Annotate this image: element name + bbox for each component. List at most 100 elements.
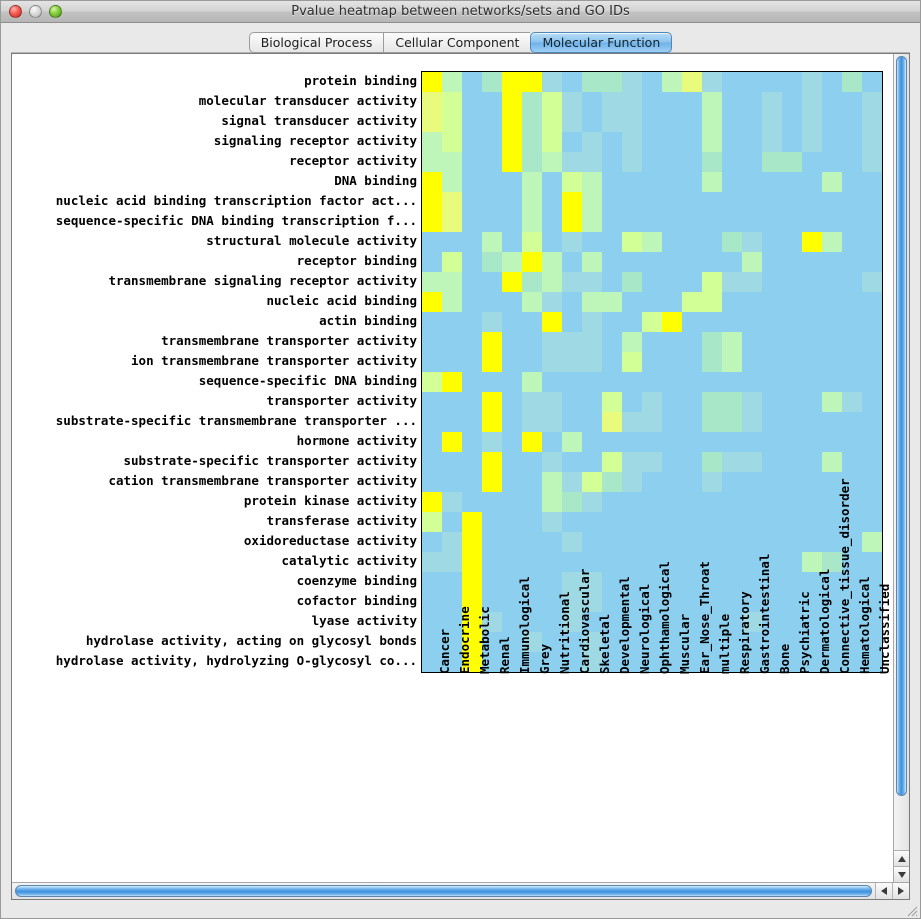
heatmap-cell[interactable] <box>542 532 562 552</box>
heatmap-cell[interactable] <box>562 152 582 172</box>
heatmap-cell[interactable] <box>702 352 722 372</box>
heatmap-cell[interactable] <box>842 452 862 472</box>
heatmap-cell[interactable] <box>422 352 442 372</box>
heatmap-cell[interactable] <box>862 172 882 192</box>
heatmap-cell[interactable] <box>702 412 722 432</box>
heatmap-cell[interactable] <box>782 352 802 372</box>
heatmap-cell[interactable] <box>422 232 442 252</box>
heatmap-cell[interactable] <box>422 532 442 552</box>
heatmap-grid[interactable] <box>421 71 883 673</box>
heatmap-cell[interactable] <box>722 532 742 552</box>
heatmap-cell[interactable] <box>462 372 482 392</box>
heatmap-cell[interactable] <box>522 312 542 332</box>
heatmap-cell[interactable] <box>542 612 562 632</box>
heatmap-cell[interactable] <box>502 272 522 292</box>
heatmap-cell[interactable] <box>762 292 782 312</box>
heatmap-cell[interactable] <box>762 532 782 552</box>
heatmap-cell[interactable] <box>502 632 522 652</box>
heatmap-cell[interactable] <box>442 272 462 292</box>
heatmap-cell[interactable] <box>702 532 722 552</box>
heatmap-cell[interactable] <box>742 292 762 312</box>
heatmap-cell[interactable] <box>542 652 562 672</box>
heatmap-cell[interactable] <box>602 612 622 632</box>
heatmap-cell[interactable] <box>442 152 462 172</box>
heatmap-cell[interactable] <box>422 412 442 432</box>
heatmap-cell[interactable] <box>442 352 462 372</box>
heatmap-cell[interactable] <box>822 192 842 212</box>
heatmap-cell[interactable] <box>722 612 742 632</box>
heatmap-cell[interactable] <box>562 452 582 472</box>
heatmap-cell[interactable] <box>822 352 842 372</box>
heatmap-cell[interactable] <box>722 352 742 372</box>
heatmap-cell[interactable] <box>602 652 622 672</box>
heatmap-cell[interactable] <box>862 472 882 492</box>
heatmap-cell[interactable] <box>562 352 582 372</box>
heatmap-cell[interactable] <box>702 312 722 332</box>
heatmap-cell[interactable] <box>742 172 762 192</box>
heatmap-cell[interactable] <box>702 152 722 172</box>
heatmap-cell[interactable] <box>502 352 522 372</box>
heatmap-cell[interactable] <box>662 332 682 352</box>
heatmap-cell[interactable] <box>702 172 722 192</box>
heatmap-cell[interactable] <box>682 192 702 212</box>
heatmap-cell[interactable] <box>442 332 462 352</box>
heatmap-cell[interactable] <box>682 252 702 272</box>
heatmap-cell[interactable] <box>662 512 682 532</box>
heatmap-cell[interactable] <box>682 312 702 332</box>
heatmap-cell[interactable] <box>582 132 602 152</box>
heatmap-cell[interactable] <box>462 192 482 212</box>
heatmap-cell[interactable] <box>762 372 782 392</box>
heatmap-cell[interactable] <box>762 152 782 172</box>
heatmap-cell[interactable] <box>482 72 502 92</box>
heatmap-cell[interactable] <box>742 552 762 572</box>
heatmap-cell[interactable] <box>682 472 702 492</box>
heatmap-cell[interactable] <box>542 492 562 512</box>
heatmap-cell[interactable] <box>722 372 742 392</box>
heatmap-cell[interactable] <box>462 572 482 592</box>
heatmap-cell[interactable] <box>522 592 542 612</box>
heatmap-cell[interactable] <box>742 452 762 472</box>
heatmap-cell[interactable] <box>462 412 482 432</box>
heatmap-cell[interactable] <box>842 112 862 132</box>
heatmap-cell[interactable] <box>582 572 602 592</box>
heatmap-cell[interactable] <box>482 512 502 532</box>
heatmap-cell[interactable] <box>782 392 802 412</box>
heatmap-cell[interactable] <box>782 192 802 212</box>
heatmap-cell[interactable] <box>862 412 882 432</box>
heatmap-cell[interactable] <box>862 132 882 152</box>
horizontal-scrollbar[interactable] <box>12 882 909 899</box>
heatmap-cell[interactable] <box>562 652 582 672</box>
heatmap-cell[interactable] <box>802 632 822 652</box>
heatmap-cell[interactable] <box>582 592 602 612</box>
heatmap-cell[interactable] <box>442 172 462 192</box>
heatmap-cell[interactable] <box>502 292 522 312</box>
heatmap-cell[interactable] <box>642 292 662 312</box>
heatmap-cell[interactable] <box>442 652 462 672</box>
heatmap-cell[interactable] <box>822 512 842 532</box>
heatmap-cell[interactable] <box>422 512 442 532</box>
heatmap-cell[interactable] <box>722 412 742 432</box>
heatmap-cell[interactable] <box>762 252 782 272</box>
heatmap-cell[interactable] <box>822 312 842 332</box>
heatmap-cell[interactable] <box>762 552 782 572</box>
heatmap-cell[interactable] <box>862 372 882 392</box>
heatmap-cell[interactable] <box>702 112 722 132</box>
heatmap-cell[interactable] <box>782 112 802 132</box>
heatmap-cell[interactable] <box>862 492 882 512</box>
heatmap-cell[interactable] <box>562 412 582 432</box>
heatmap-cell[interactable] <box>842 352 862 372</box>
heatmap-cell[interactable] <box>842 532 862 552</box>
heatmap-cell[interactable] <box>522 352 542 372</box>
heatmap-cell[interactable] <box>482 252 502 272</box>
heatmap-cell[interactable] <box>422 372 442 392</box>
heatmap-cell[interactable] <box>502 532 522 552</box>
heatmap-cell[interactable] <box>862 312 882 332</box>
heatmap-cell[interactable] <box>662 112 682 132</box>
heatmap-cell[interactable] <box>602 332 622 352</box>
heatmap-cell[interactable] <box>642 152 662 172</box>
heatmap-cell[interactable] <box>682 632 702 652</box>
heatmap-cell[interactable] <box>802 152 822 172</box>
heatmap-cell[interactable] <box>502 572 522 592</box>
tab-molecular-function[interactable]: Molecular Function <box>530 32 673 53</box>
heatmap-cell[interactable] <box>762 472 782 492</box>
